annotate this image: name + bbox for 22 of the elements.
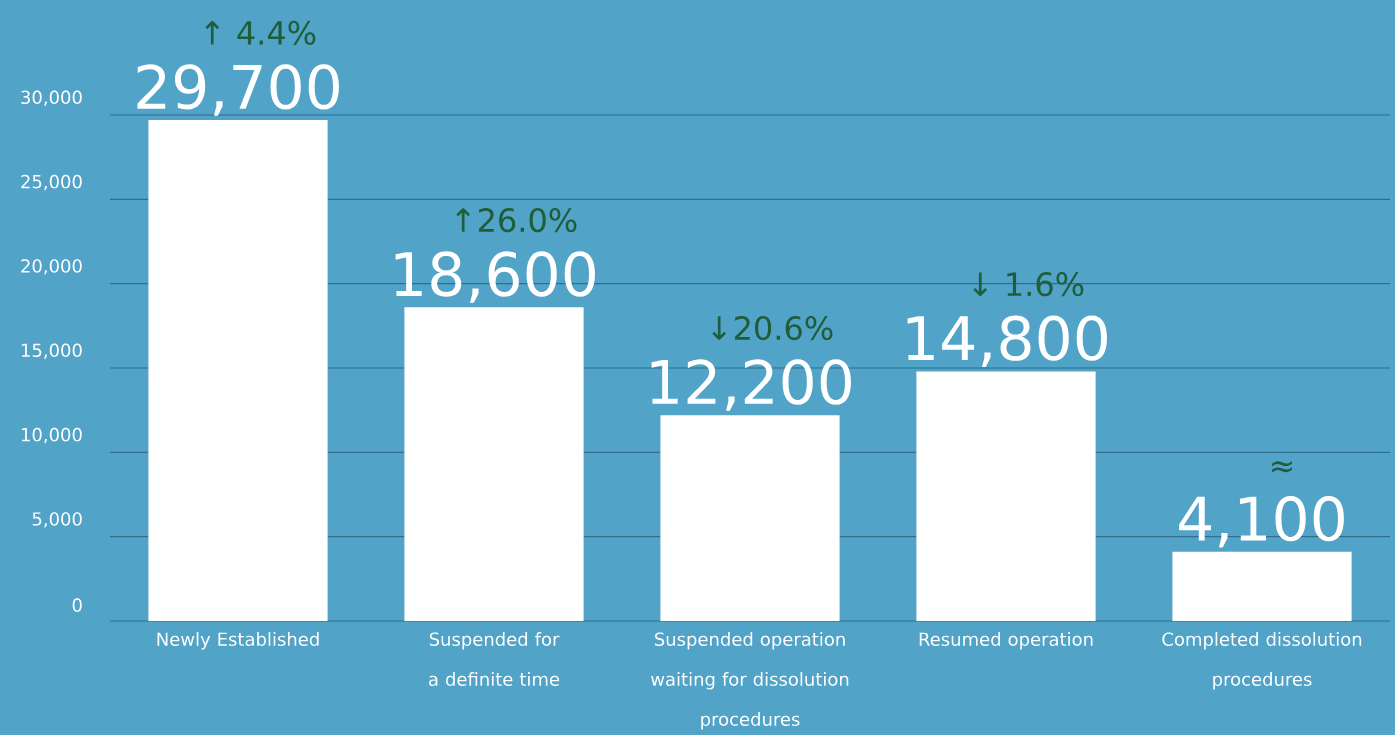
data-label: 4,100 (1179, 495, 1344, 548)
data-label: 18,600 (395, 251, 595, 303)
data-label: 14,800 (907, 315, 1107, 367)
annotation: ↓ 1.6% (973, 272, 1084, 297)
y-tick-label: 20,000 (21, 259, 82, 275)
y-tick-label: 25,000 (21, 174, 82, 191)
y-tick-label: 0 (72, 598, 82, 612)
y-tick-label: 5,000 (32, 512, 82, 528)
y-tick-label: 30,000 (21, 90, 82, 106)
annotation: ≈ (1271, 460, 1293, 473)
x-tick-label: Resumed operation (919, 632, 1093, 650)
annotation: ↓20.6% (712, 315, 833, 341)
data-label: 29,700 (137, 64, 339, 116)
y-tick-label: 10,000 (21, 427, 82, 444)
annotation: ↑26.0% (456, 208, 577, 233)
category-label: Suspended for a definite time (429, 632, 560, 686)
data-label: 12,200 (651, 359, 851, 411)
x-tick-label: Newly Established (157, 632, 319, 650)
category-label: Completed dissolution procedures (1162, 632, 1362, 690)
annotation: ↑ 4.4% (205, 20, 316, 45)
category-label: Suspended operation waiting for dissolution procedures (651, 632, 849, 730)
y-tick-label: 15,000 (21, 343, 82, 359)
